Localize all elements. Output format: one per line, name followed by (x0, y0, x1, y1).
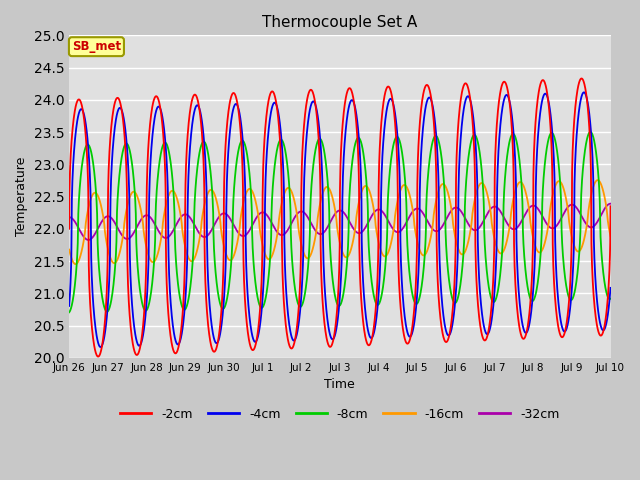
-32cm (541, 218, 548, 224)
-8cm (586, 129, 594, 135)
Line: -4cm: -4cm (69, 92, 611, 347)
-32cm (472, 228, 479, 233)
-2cm (65, 226, 73, 232)
Text: SB_met: SB_met (72, 40, 121, 53)
-8cm (312, 144, 320, 150)
-16cm (557, 179, 564, 185)
-32cm (607, 201, 614, 206)
-2cm (312, 108, 320, 114)
-32cm (606, 201, 614, 206)
-4cm (541, 91, 548, 96)
-8cm (472, 132, 479, 138)
-32cm (65, 215, 73, 220)
Title: Thermocouple Set A: Thermocouple Set A (262, 15, 417, 30)
Y-axis label: Temperature: Temperature (15, 157, 28, 236)
-32cm (84, 237, 92, 243)
-16cm (370, 205, 378, 211)
Line: -16cm: -16cm (69, 180, 611, 264)
-8cm (65, 310, 73, 315)
-2cm (370, 326, 378, 332)
Line: -32cm: -32cm (69, 204, 611, 240)
-4cm (607, 285, 614, 291)
-32cm (312, 229, 320, 235)
-16cm (312, 228, 320, 234)
Line: -2cm: -2cm (69, 78, 611, 357)
-32cm (557, 216, 564, 222)
-16cm (594, 177, 602, 183)
-8cm (541, 162, 548, 168)
Legend: -2cm, -4cm, -8cm, -16cm, -32cm: -2cm, -4cm, -8cm, -16cm, -32cm (115, 403, 564, 426)
-2cm (541, 80, 548, 86)
-8cm (607, 296, 614, 301)
-16cm (472, 193, 479, 199)
-8cm (556, 181, 564, 187)
-2cm (606, 240, 614, 246)
-4cm (370, 331, 378, 337)
-16cm (541, 240, 548, 245)
-2cm (472, 255, 479, 261)
-4cm (580, 89, 588, 95)
-2cm (94, 354, 102, 360)
-2cm (557, 333, 564, 338)
-4cm (472, 142, 479, 148)
-8cm (606, 296, 614, 302)
-16cm (65, 247, 73, 252)
Line: -8cm: -8cm (69, 132, 611, 312)
-4cm (606, 288, 614, 294)
X-axis label: Time: Time (324, 378, 355, 391)
-32cm (370, 210, 378, 216)
-16cm (607, 233, 614, 239)
-2cm (578, 75, 586, 81)
-4cm (97, 344, 104, 350)
-16cm (72, 261, 79, 267)
-4cm (65, 303, 73, 309)
-2cm (607, 204, 614, 209)
-4cm (312, 105, 320, 111)
-16cm (606, 232, 614, 238)
-8cm (369, 290, 377, 296)
-4cm (557, 317, 564, 323)
